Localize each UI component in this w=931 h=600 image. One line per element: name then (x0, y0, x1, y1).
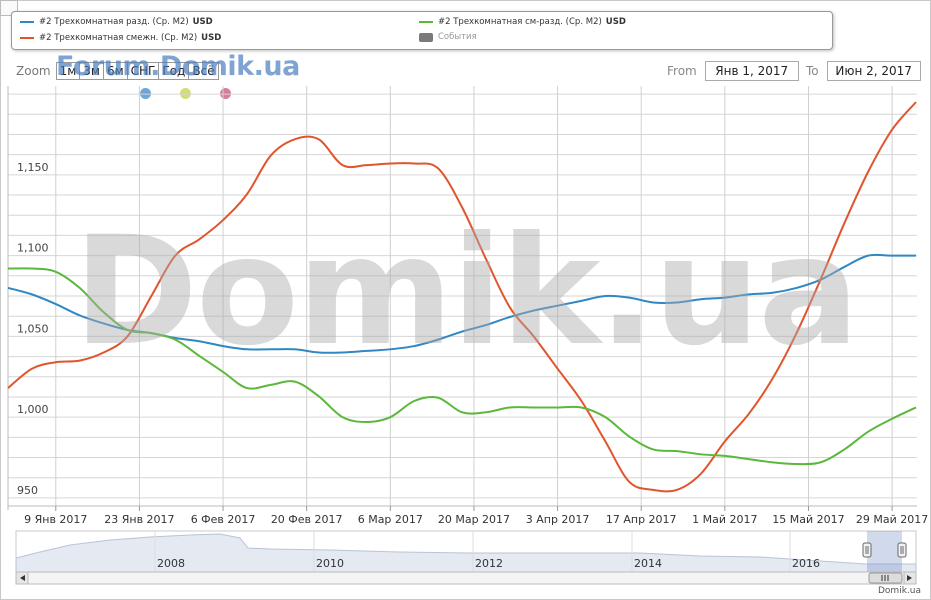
y-axis-labels: 950 1,000 1,050 1,100 1,150 (17, 161, 49, 497)
x-tick-label: 6 Фев 2017 (191, 513, 256, 526)
legend-unit: USD (192, 17, 213, 27)
legend-line-series-3 (419, 21, 433, 23)
from-date-input[interactable]: Янв 1, 2017 (704, 61, 799, 81)
x-tick-label: 9 Янв 2017 (24, 513, 87, 526)
legend-label: #2 Трехкомнатная см-разд. (Ср. M2) (438, 17, 602, 27)
series-lines (7, 101, 917, 493)
navigator-year-label: 2014 (634, 557, 662, 570)
x-tick-label: 3 Апр 2017 (526, 513, 590, 526)
event-flag-dot[interactable] (220, 88, 231, 99)
x-tick-label: 20 Фев 2017 (271, 513, 343, 526)
legend-item-events[interactable]: События (419, 32, 477, 42)
navigator-year-label: 2012 (475, 557, 503, 570)
navigator-year-label: 2008 (157, 557, 185, 570)
legend-line-series-2 (20, 37, 34, 39)
zoom-all-button[interactable]: Всё (188, 62, 219, 80)
watermark-forum-logo: Forum.Domik.ua (56, 51, 300, 82)
chart-legend: #2 Трехкомнатная разд. (Ср. M2) USD #2 Т… (11, 11, 833, 50)
from-label: From (667, 64, 697, 78)
legend-label: #2 Трехкомнатная смежн. (Ср. M2) (39, 33, 198, 43)
events-swatch-icon (419, 32, 433, 42)
event-flags (140, 88, 260, 99)
event-flag-dot[interactable] (140, 88, 151, 99)
navigator-year-label: 2010 (316, 557, 344, 570)
navigator-left-handle[interactable] (862, 542, 872, 558)
y-tick-label: 1,050 (17, 322, 49, 335)
x-tick-label: 1 Май 2017 (692, 513, 757, 526)
legend-item-series-2[interactable]: #2 Трехкомнатная смежн. (Ср. M2) USD (20, 33, 221, 43)
y-tick-label: 950 (17, 484, 38, 497)
x-tick-label: 23 Янв 2017 (104, 513, 174, 526)
series-line-1[interactable] (7, 253, 916, 354)
legend-unit: USD (605, 17, 626, 27)
scroll-left-arrow-icon (20, 575, 25, 581)
navigator-selection[interactable] (867, 531, 902, 572)
range-from: From Янв 1, 2017 (667, 61, 799, 81)
x-tick-label: 20 Мар 2017 (438, 513, 510, 526)
grid-lines (7, 86, 917, 510)
y-tick-label: 1,150 (17, 161, 49, 174)
zoom-bar: Zoom 1м 3м 6м СНГ Год Всё (16, 62, 219, 80)
x-tick-label: 17 Апр 2017 (606, 513, 677, 526)
navigator-right-handle[interactable] (897, 542, 907, 558)
legend-line-series-1 (20, 21, 34, 23)
x-tick-label: 6 Мар 2017 (358, 513, 423, 526)
credit-link[interactable]: Domik.ua (878, 586, 921, 596)
legend-item-series-3[interactable]: #2 Трехкомнатная см-разд. (Ср. M2) USD (419, 17, 626, 27)
legend-label: События (438, 32, 477, 42)
navigator[interactable]: 2008 2010 2012 2014 2016 (15, 530, 917, 585)
range-to: To Июн 2, 2017 (806, 61, 921, 81)
to-label: To (806, 64, 819, 78)
zoom-6m-button[interactable]: 6м (102, 62, 128, 80)
legend-unit: USD (201, 33, 222, 43)
navigator-series-area (15, 533, 917, 573)
y-tick-label: 1,100 (17, 242, 49, 255)
x-tick-label: 29 Май 2017 (856, 513, 928, 526)
x-tick-label: 15 Май 2017 (772, 513, 844, 526)
y-tick-label: 1,000 (17, 403, 49, 416)
zoom-3m-button[interactable]: 3м (79, 62, 104, 80)
legend-label: #2 Трехкомнатная разд. (Ср. M2) (39, 17, 189, 27)
scroll-right-arrow-icon (907, 575, 912, 581)
to-date-input[interactable]: Июн 2, 2017 (826, 61, 921, 81)
series-line-2[interactable] (7, 101, 917, 493)
navigator-year-label: 2016 (792, 557, 820, 570)
scrollbar-track[interactable] (15, 571, 917, 585)
legend-item-series-1[interactable]: #2 Трехкомнатная разд. (Ср. M2) USD (20, 17, 213, 27)
series-line-3[interactable] (7, 267, 917, 466)
zoom-label: Zoom (16, 64, 51, 78)
x-axis-labels: 9 Янв 2017 23 Янв 2017 6 Фев 2017 20 Фев 20… (24, 506, 928, 526)
event-flag-dot[interactable] (180, 88, 191, 99)
